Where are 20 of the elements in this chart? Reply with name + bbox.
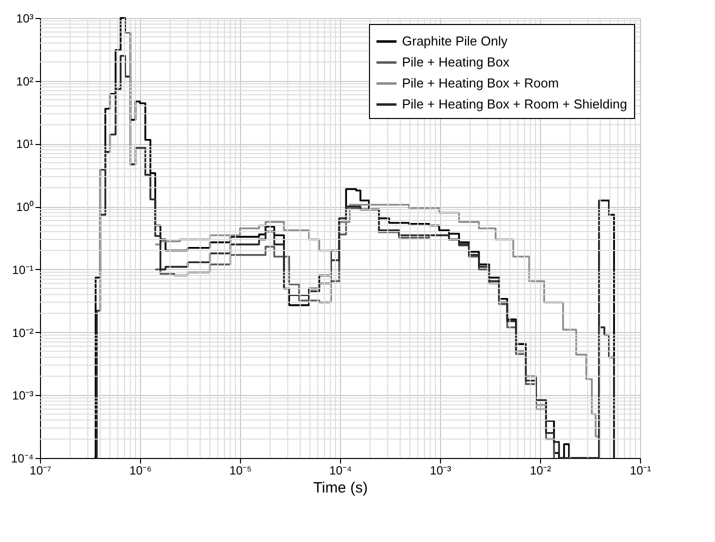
- legend-label: Pile + Heating Box: [402, 54, 510, 70]
- x-tick-label: 10⁻⁴: [329, 464, 352, 478]
- x-axis-title: Time (s): [313, 480, 368, 496]
- y-tick-label: 10⁻¹: [12, 262, 34, 277]
- x-tick-label: 10⁻³: [430, 464, 452, 478]
- legend-label: Graphite Pile Only: [402, 34, 508, 48]
- y-tick-label: 10³: [16, 12, 34, 26]
- x-tick-label: 10⁻⁵: [229, 464, 252, 478]
- y-tick-label: 10⁻⁴: [10, 452, 34, 466]
- y-tick-label: 10¹: [16, 137, 34, 152]
- y-tick-label: 10⁰: [16, 200, 34, 214]
- x-tick-label: 10⁻⁷: [30, 464, 52, 478]
- x-tick-label: 10⁻²: [530, 464, 552, 478]
- x-tick-label: 10⁻⁶: [129, 464, 152, 478]
- x-tick-label: 10⁻¹: [630, 464, 652, 478]
- legend-label: Pile + Heating Box + Room + Shielding: [402, 96, 628, 112]
- y-tick-label: 10⁻²: [12, 326, 34, 340]
- y-tick-label: 10²: [16, 74, 34, 88]
- y-tick-label: 10⁻³: [12, 388, 34, 403]
- legend-label: Pile + Heating Box + Room: [402, 76, 559, 90]
